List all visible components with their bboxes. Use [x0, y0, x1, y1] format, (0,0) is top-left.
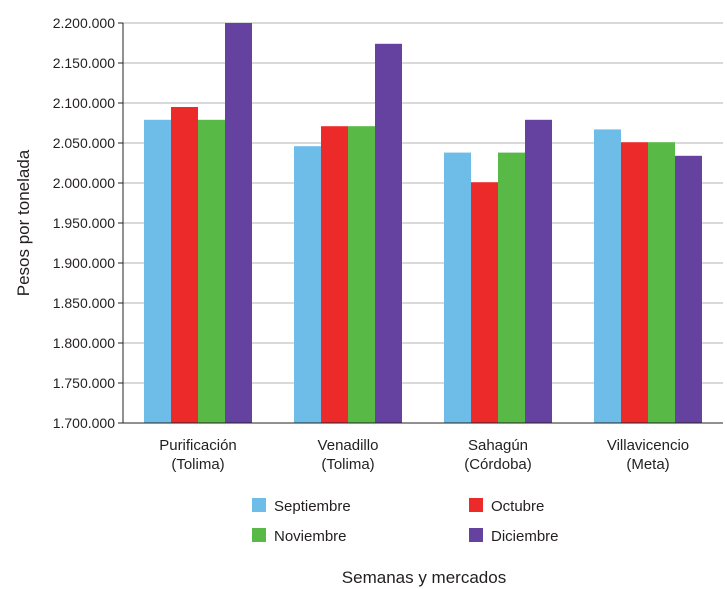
legend: Septiembre Octubre Noviembre Diciembre — [252, 498, 559, 545]
x-tick-labels: Purificación (Tolima) Venadillo (Tolima) Sah… — [159, 437, 689, 473]
bar — [675, 155, 702, 424]
bar — [444, 152, 471, 423]
bar — [498, 152, 525, 423]
y-tick-label: 2.100.000 — [53, 95, 115, 111]
legend-label: Septiembre — [274, 498, 351, 515]
bar — [225, 23, 252, 423]
x-tick-label: (Tolima) — [171, 456, 224, 473]
y-tick-label: 2.000.000 — [53, 175, 115, 191]
y-tick-label: 2.200.000 — [53, 15, 115, 31]
legend-swatch — [252, 498, 266, 512]
bar — [594, 129, 621, 423]
x-tick-label: (Meta) — [626, 456, 669, 473]
y-tick-label: 2.150.000 — [53, 55, 115, 71]
bar — [198, 119, 225, 424]
y-tick-label: 1.950.000 — [53, 215, 115, 231]
x-tick-label: Sahagún — [468, 437, 528, 454]
x-tick-label: Villavicencio — [607, 437, 689, 454]
y-tick-label: 1.800.000 — [53, 335, 115, 351]
bar — [621, 142, 648, 423]
bar — [321, 126, 348, 423]
y-tick-label: 1.850.000 — [53, 295, 115, 311]
x-tick-label: Purificación — [159, 437, 237, 454]
legend-label: Octubre — [491, 498, 544, 515]
x-tick-label: (Tolima) — [321, 456, 374, 473]
bar — [144, 119, 171, 424]
legend-label: Noviembre — [274, 528, 347, 545]
bar — [171, 107, 198, 423]
bar — [471, 182, 498, 423]
bar — [525, 119, 552, 424]
x-tick-label: (Córdoba) — [464, 456, 532, 473]
legend-swatch — [252, 528, 266, 542]
legend-swatch — [469, 528, 483, 542]
bar — [348, 126, 375, 423]
legend-label: Diciembre — [491, 528, 559, 545]
y-tick-label: 1.900.000 — [53, 255, 115, 271]
y-tick-label: 1.750.000 — [53, 375, 115, 391]
y-axis-title: Pesos por tonelada — [14, 149, 33, 296]
legend-swatch — [469, 498, 483, 512]
bars — [144, 23, 702, 424]
bar — [294, 146, 321, 423]
bar — [648, 142, 675, 423]
x-axis-title: Semanas y mercados — [342, 568, 506, 587]
y-tick-label: 2.050.000 — [53, 135, 115, 151]
bar — [375, 43, 402, 424]
y-tick-label: 1.700.000 — [53, 415, 115, 431]
y-tick-labels: 1.700.000 1.750.000 1.800.000 1.850.000 1.90… — [53, 15, 123, 431]
x-tick-label: Venadillo — [318, 437, 379, 454]
